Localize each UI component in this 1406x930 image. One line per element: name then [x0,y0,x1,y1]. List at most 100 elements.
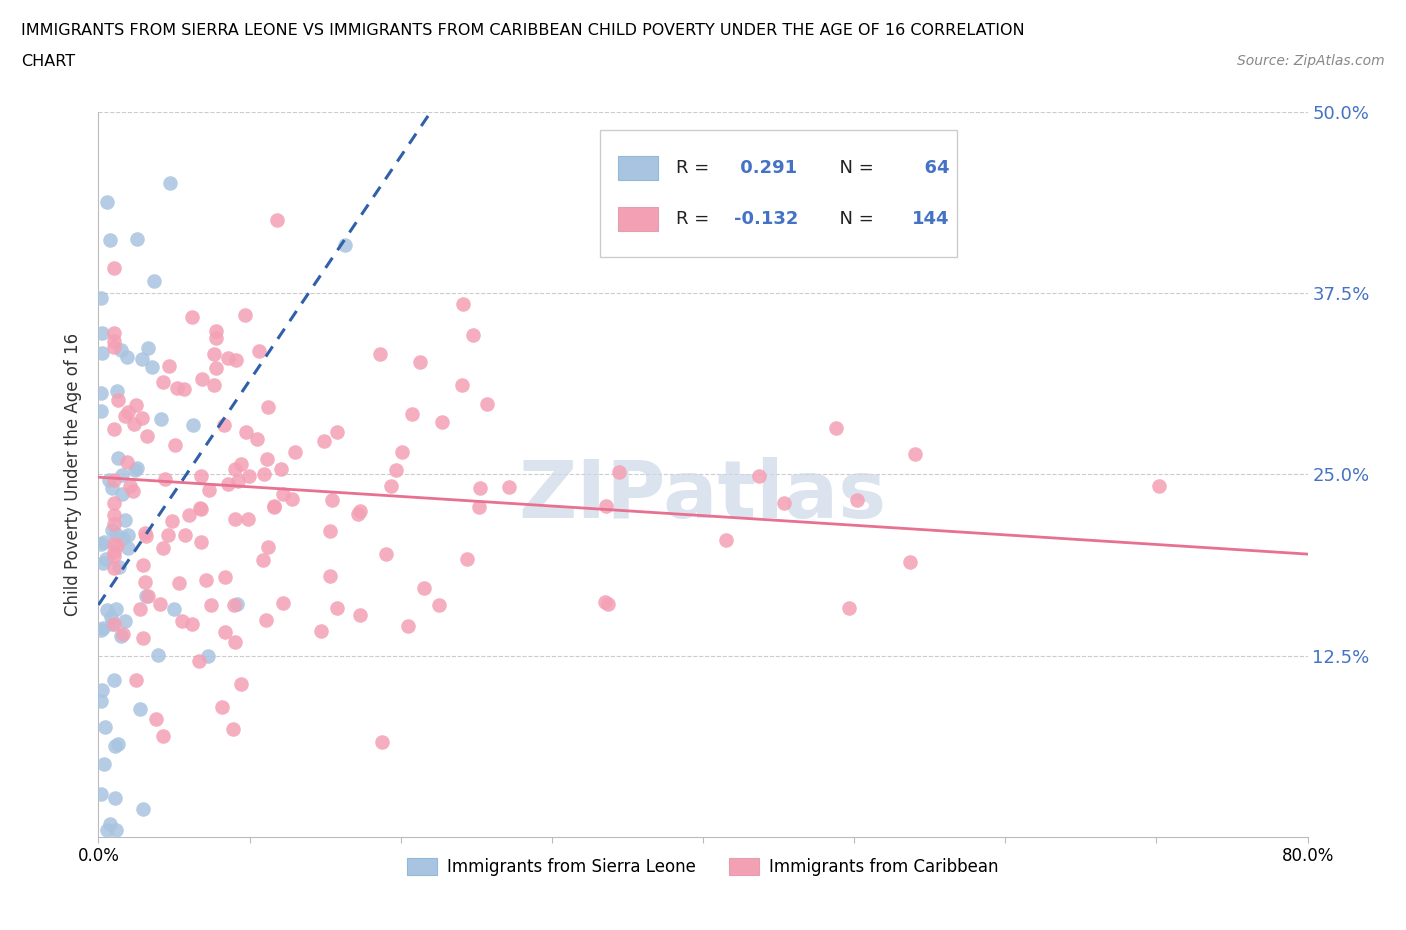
Point [596,597,619,612]
Point [224,462,246,477]
Point [190,469,212,484]
Point [256,452,278,467]
Point [748,469,770,484]
Point [451,378,474,392]
Legend: Immigrants from Sierra Leone, Immigrants from Caribbean: Immigrants from Sierra Leone, Immigrants… [401,852,1005,883]
Point [229,676,252,691]
Point [117,527,139,542]
Point [229,456,252,471]
Point [132,631,155,645]
Point [149,412,172,427]
Text: N =: N = [828,159,879,177]
Point [225,352,247,367]
Point [103,673,125,688]
Point [498,480,520,495]
Point [463,328,485,343]
Point [120,478,142,493]
Text: 144: 144 [912,209,949,228]
Point [110,629,132,644]
Point [246,432,269,446]
Point [468,481,491,496]
Point [256,539,278,554]
Point [170,613,193,628]
Point [165,438,187,453]
Point [91,555,114,570]
Point [112,627,135,642]
Point [93,535,115,550]
Point [335,237,357,252]
Point [217,477,239,492]
Point [254,613,277,628]
Text: 0.291: 0.291 [734,159,797,177]
Point [160,514,183,529]
Point [136,340,159,355]
Point [197,483,219,498]
Point [104,602,127,617]
Point [135,589,157,604]
Point [103,516,125,531]
Point [110,342,132,357]
Bar [619,156,658,179]
Point [838,600,860,615]
Point [91,326,114,340]
Point [132,558,155,573]
Point [263,499,285,514]
Point [197,648,219,663]
Point [103,537,125,551]
Point [214,418,236,432]
Point [453,297,475,312]
Point [125,461,148,476]
Point [224,512,246,526]
Text: CHART: CHART [21,54,75,69]
Point [132,802,155,817]
Point [115,350,138,365]
Point [104,738,127,753]
Point [90,694,112,709]
Point [96,822,118,837]
Point [181,418,204,432]
Point [593,594,616,609]
Point [125,397,148,412]
Point [103,496,125,511]
Point [235,425,257,440]
Point [607,465,630,480]
Point [238,469,260,484]
Point [114,513,136,528]
Point [152,728,174,743]
Point [90,404,112,418]
Point [107,392,129,407]
Point [90,346,112,361]
Point [281,491,304,506]
Point [595,499,617,514]
Y-axis label: Child Poverty Under the Age of 16: Child Poverty Under the Age of 16 [65,333,83,616]
Point [111,531,134,546]
Point [91,621,114,636]
Point [319,524,342,538]
Point [904,447,927,462]
Point [146,648,169,663]
Point [173,382,195,397]
Point [103,339,125,354]
Point [111,486,134,501]
Point [396,618,419,633]
Bar [600,130,957,257]
Point [103,326,125,340]
Text: ZIPatlas: ZIPatlas [519,457,887,535]
Point [468,499,491,514]
Point [90,787,112,802]
Point [188,654,211,669]
Point [252,552,274,567]
Point [226,474,249,489]
Point [96,195,118,210]
Point [432,415,454,430]
Point [105,822,128,837]
Point [257,399,280,414]
Point [103,473,125,488]
Text: 64: 64 [912,159,949,177]
Point [190,501,212,516]
Point [90,290,112,305]
Point [141,359,163,374]
Point [124,462,146,477]
Point [174,527,197,542]
Text: IMMIGRANTS FROM SIERRA LEONE VS IMMIGRANTS FROM CARIBBEAN CHILD POVERTY UNDER TH: IMMIGRANTS FROM SIERRA LEONE VS IMMIGRAN… [21,23,1025,38]
